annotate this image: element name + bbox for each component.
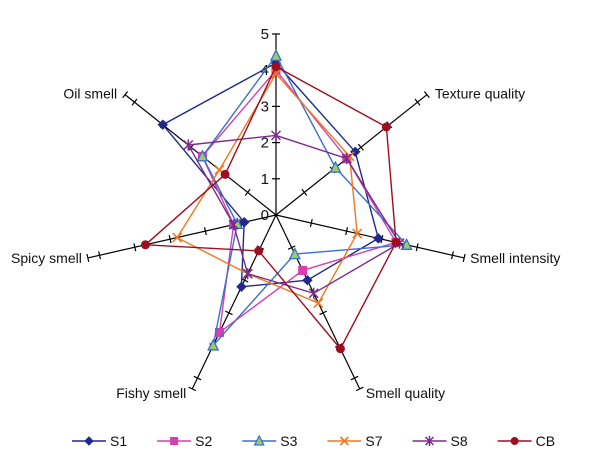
data-point-s3-smell-quality [288,247,301,260]
data-point-s3-oil-smell [196,149,209,162]
axis-tick-fishy-smell-2 [225,310,233,316]
series-s1 [157,57,384,292]
legend-item-s7: S7 [327,433,383,449]
data-point-s1-oil-smell [157,119,168,130]
axis-tick-texture-quality-2 [357,143,364,151]
axis-tick-smell-intensity-0 [309,219,313,228]
legend-item-s8: S8 [412,433,468,449]
data-point-s1-smell-quality [302,275,313,286]
data-point-s7-spicy-smell [172,232,183,243]
series-line-s1 [161,62,380,288]
scale-tick-label-0: 0 [261,207,269,224]
data-point-cb-fishy-smell [254,246,264,256]
data-point-s3-fishy-smell [207,338,220,351]
axis-tick-fishy-smell-5 [188,386,197,392]
axis-group [86,33,466,392]
series-s2 [197,65,401,337]
axis-tick-smell-intensity-5 [462,253,466,262]
axis-tick-spicy-smell-3 [133,243,137,252]
legend: S1 S2 S3 S7 S8 CB [72,433,555,449]
data-point-cb-oil-smell [220,169,230,179]
data-point-s8-texture-quality [341,153,352,165]
series-line-s7 [176,72,358,304]
data-point-cb-texture-quality [381,122,391,132]
series-s8 [183,129,405,299]
axis-line-fishy-smell [191,214,277,390]
legend-label-s3: S3 [280,433,297,449]
data-point-s1-smell-intensity [373,233,384,244]
axis-label-fishy-smell: Fishy smell [116,385,186,401]
series-cb [140,62,401,354]
axis-tick-smell-intensity-3 [415,243,419,252]
axis-label-firmness: Firmness [247,0,305,3]
data-point-s8-fishy-smell [242,268,253,280]
legend-label-cb: CB [536,433,555,449]
series-line-s3 [201,54,409,348]
legend-marker-s1 [84,436,94,446]
series-line-s8 [187,134,401,295]
scale-tick-label-2: 2 [261,135,269,152]
data-point-s8-spicy-smell [228,219,239,231]
axis-tick-fishy-smell-4 [193,375,202,381]
axis-tick-smell-intensity-4 [450,251,454,260]
data-point-s2-smell-quality [298,265,308,275]
axis-tick-spicy-smell-2 [168,235,172,244]
data-point-s8-oil-smell [183,139,194,151]
scale-tick-label-5: 5 [261,26,269,43]
axis-tick-spicy-smell-1 [203,227,207,236]
data-point-s7-firmness [270,68,282,79]
legend-label-s1: S1 [110,433,127,449]
axis-tick-spicy-smell-4 [98,251,102,260]
legend-label-s2: S2 [195,433,212,449]
axis-tick-smell-intensity-1 [345,227,349,236]
legend-marker-s7 [339,436,349,446]
axis-tick-oil-smell-4 [131,98,138,106]
data-point-cb-smell-quality [335,344,345,354]
legend-item-s3: S3 [242,433,298,449]
data-point-s1-fishy-smell [236,281,247,292]
axis-label-spicy-smell: Spicy smell [11,250,82,266]
legend-marker-s3 [253,434,265,446]
axis-tick-smell-quality-4 [350,375,359,381]
axis-label-oil-smell: Oil smell [63,86,117,102]
legend-item-cb: CB [497,433,555,449]
scale-tick-label-3: 3 [261,98,269,115]
data-point-s7-smell-quality [313,297,324,309]
axis-tick-oil-smell-5 [122,91,129,99]
axis-tick-texture-quality-5 [423,91,430,99]
axis-label-smell-intensity: Smell intensity [470,250,560,266]
legend-item-s1: S1 [72,433,127,449]
data-point-s3-firmness [269,48,283,61]
legend-item-s2: S2 [157,433,212,449]
legend-marker-s8 [424,436,435,446]
series-s7 [172,68,363,309]
data-point-cb-firmness [271,62,281,72]
axis-tick-smell-quality-2 [319,310,327,316]
axis-label-smell-quality: Smell quality [366,385,445,401]
axis-tick-smell-quality-5 [355,386,364,392]
data-point-s1-spicy-smell [239,217,250,228]
data-point-s3-texture-quality [329,160,342,173]
axis-tick-oil-smell-0 [244,188,251,196]
data-point-cb-spicy-smell [140,240,150,250]
legend-marker-cb [510,437,519,445]
legend-label-s7: S7 [365,433,382,449]
scale-tick-label-1: 1 [261,171,269,188]
data-point-s1-texture-quality [350,146,361,158]
data-point-s7-smell-intensity [352,228,363,239]
axis-line-smell-intensity [275,214,465,259]
axis-tick-spicy-smell-5 [86,253,90,262]
axis-tick-texture-quality-4 [414,98,421,106]
data-point-s8-firmness [270,129,282,141]
data-point-cb-smell-intensity [391,237,401,247]
axis-tick-smell-quality-0 [287,245,296,250]
series-line-cb [143,65,397,350]
axis-label-texture-quality: Texture quality [435,86,525,102]
data-point-s8-smell-quality [308,287,319,299]
axis-tick-texture-quality-0 [301,188,308,196]
legend-label-s8: S8 [451,433,468,449]
legend-marker-s2 [170,437,179,445]
